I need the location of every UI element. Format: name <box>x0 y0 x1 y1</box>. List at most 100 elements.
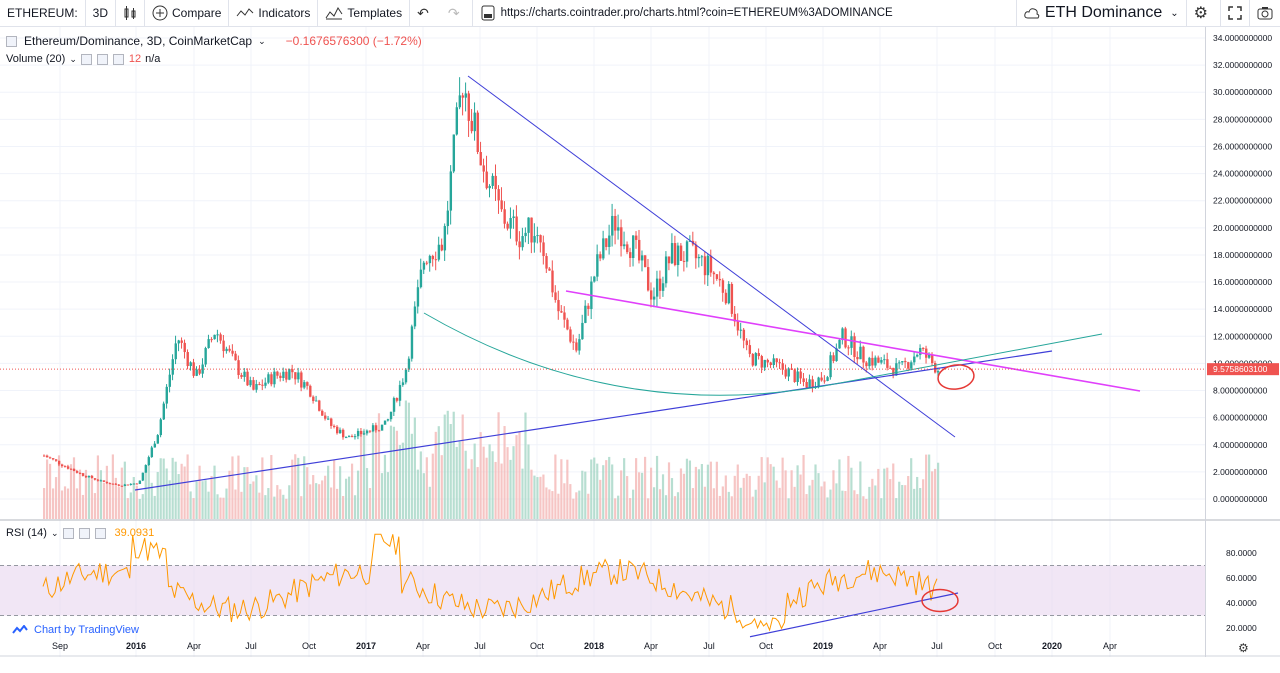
candle <box>356 430 360 437</box>
candle <box>180 340 183 343</box>
chart-type-button[interactable] <box>116 0 146 26</box>
volume-bar <box>150 482 153 519</box>
volume-bar <box>733 475 736 519</box>
volume-bar <box>808 485 811 519</box>
indicators-button[interactable]: Indicators <box>229 0 319 26</box>
undo-button[interactable]: ↶ <box>410 0 441 26</box>
candle <box>700 256 704 258</box>
interval-button[interactable]: 3D <box>86 0 117 26</box>
volume-bar <box>425 457 428 519</box>
candle <box>57 460 61 465</box>
volume-bar <box>673 496 677 519</box>
rsi-tick-label: 40.0000 <box>1226 598 1257 608</box>
rsi-legend: RSI (14) ⌄ 39.0931 <box>6 527 154 539</box>
settings-icon[interactable] <box>78 527 90 539</box>
candle <box>652 296 656 300</box>
volume-bar <box>482 446 485 519</box>
settings-icon[interactable] <box>96 53 108 65</box>
volume-bar <box>383 454 387 519</box>
top-toolbar: ETHEREUM: 3D Compare Indicators Template… <box>0 0 1280 27</box>
templates-label: Templates <box>347 6 403 20</box>
candle <box>99 480 103 482</box>
candle <box>667 256 671 264</box>
tradingview-credit[interactable]: Chart by TradingView <box>12 624 139 636</box>
gear-icon[interactable]: ⚙ <box>1238 641 1249 655</box>
tradingview-logo-icon <box>12 625 28 634</box>
volume-bar <box>706 464 709 519</box>
candle <box>210 339 213 341</box>
fullscreen-icon <box>1228 6 1242 20</box>
candle <box>111 483 115 485</box>
volume-bar <box>138 498 141 519</box>
volume-bar <box>844 490 847 519</box>
candle <box>300 372 303 388</box>
candle <box>853 336 856 358</box>
redo-button[interactable]: ↷ <box>441 0 473 26</box>
volume-bar <box>590 459 593 519</box>
snapshot-button[interactable] <box>1249 0 1280 26</box>
collapse-icon[interactable] <box>6 35 17 47</box>
volume-bar <box>303 456 306 519</box>
settings-button[interactable]: ⚙ <box>1185 0 1220 26</box>
candle <box>922 348 925 350</box>
candle <box>108 483 112 485</box>
eye-icon[interactable] <box>62 527 74 539</box>
candle <box>443 226 447 251</box>
volume-bar <box>419 451 422 519</box>
candle <box>279 375 282 378</box>
rsi-label[interactable]: RSI (14) <box>6 527 47 539</box>
candle <box>679 245 683 261</box>
symbol-search[interactable]: ETHEREUM: <box>0 0 86 26</box>
candle <box>123 484 127 486</box>
chevron-down-icon[interactable]: ⌄ <box>50 527 59 538</box>
volume-bar <box>416 469 419 519</box>
volume-bar <box>916 476 919 519</box>
volume-bar <box>811 479 814 519</box>
compare-button[interactable]: Compare <box>145 0 230 26</box>
chevron-down-icon[interactable]: ⌄ <box>69 53 77 64</box>
candle <box>297 372 300 380</box>
volume-bar <box>503 426 506 519</box>
volume-bar <box>560 459 563 519</box>
volume-bar <box>620 470 623 519</box>
url-field[interactable]: https://charts.cointrader.pro/charts.htm… <box>473 0 900 26</box>
candle <box>45 455 49 458</box>
candle <box>54 459 58 461</box>
volume-label[interactable]: Volume (20) <box>6 53 66 65</box>
fullscreen-button[interactable] <box>1220 0 1249 26</box>
drawings <box>134 75 1141 491</box>
price-chart[interactable]: Sep 2016 Apr Jul Oct 2017 Apr Jul Oct 2018 Apr Jul O… <box>0 27 1205 657</box>
candle <box>476 112 479 153</box>
eye-icon[interactable] <box>80 53 92 65</box>
volume-bar <box>195 481 198 519</box>
candle <box>129 483 133 485</box>
candle <box>204 348 207 365</box>
candle <box>551 270 554 293</box>
candle <box>114 483 118 485</box>
indicators-label: Indicators <box>258 6 311 20</box>
volume-bar <box>407 402 410 519</box>
volume-bar <box>793 486 796 519</box>
layout-button[interactable]: ETH Dominance ⌄ <box>1015 0 1186 26</box>
price-axis[interactable]: 34.0000000000 32.0000000000 30.0000000000 2… <box>1205 27 1280 657</box>
price-tick-label: 32.0000000000 <box>1213 60 1272 70</box>
candle <box>135 483 139 485</box>
close-icon[interactable] <box>112 53 124 65</box>
candle <box>225 348 228 352</box>
candle <box>159 419 162 436</box>
candle <box>907 362 910 369</box>
series-title[interactable]: Ethereum/Dominance, 3D, CoinMarketCap <box>24 34 253 48</box>
chevron-down-icon[interactable]: ⌄ <box>258 35 266 46</box>
volume-bar <box>264 495 267 519</box>
candle <box>841 328 844 340</box>
close-icon[interactable] <box>94 527 106 539</box>
candle <box>503 209 506 224</box>
price-change: −0.1676576300 (−1.72%) <box>285 34 422 48</box>
volume-bar <box>201 481 204 519</box>
candle <box>461 95 464 98</box>
volume-bar <box>913 488 916 519</box>
templates-button[interactable]: Templates <box>318 0 411 26</box>
volume-bar <box>757 475 760 519</box>
volume-bar <box>231 456 234 519</box>
candle <box>626 244 629 253</box>
